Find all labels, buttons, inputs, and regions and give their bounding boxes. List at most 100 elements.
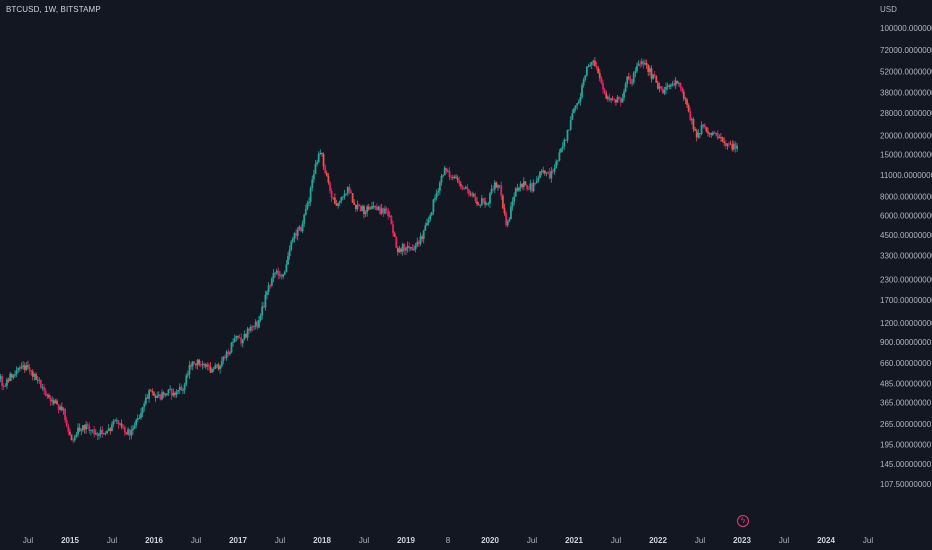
candle-body [623, 91, 625, 98]
candle-body [406, 246, 409, 249]
candle-body [613, 99, 616, 101]
candle-body [204, 364, 207, 367]
candle-body [636, 65, 638, 72]
candle-body [358, 204, 360, 207]
candle-body [115, 420, 118, 422]
candle-body [658, 86, 661, 89]
x-tick-label: 2016 [145, 536, 163, 545]
candle-body [23, 365, 26, 370]
candle-body [455, 176, 457, 178]
candle-body [99, 429, 102, 435]
candle-body [114, 420, 117, 422]
candle-body [149, 390, 152, 392]
candle-body [687, 104, 690, 112]
candle-body [132, 428, 134, 431]
candle-body [429, 215, 432, 220]
y-tick-label: 3300.00000000 [880, 252, 932, 261]
candle-body [345, 193, 348, 195]
candle-body [1, 376, 3, 387]
candle-body [337, 203, 339, 206]
candle-body [272, 273, 275, 279]
candle-body [120, 423, 123, 428]
candle-body [573, 108, 575, 114]
candle-body [83, 425, 86, 430]
candle-body [621, 97, 624, 103]
candle-body [127, 429, 129, 435]
candle-body [56, 400, 58, 405]
candle-body [459, 183, 462, 186]
candle-body [178, 386, 181, 391]
candle-body [248, 328, 251, 331]
candle-body [619, 98, 622, 103]
candle-body [199, 364, 202, 366]
x-tick-label: 2015 [61, 536, 79, 545]
candle-body [673, 83, 675, 86]
candle-body [207, 364, 210, 367]
candle-body [718, 137, 721, 139]
candle-body [447, 171, 449, 172]
candle-body [300, 226, 302, 232]
candle-body [93, 429, 96, 435]
candle-body [374, 206, 377, 208]
candle-body [561, 146, 564, 149]
candle-body [31, 371, 34, 377]
candle-body [104, 432, 107, 434]
candle-body [222, 356, 225, 361]
candle-body [724, 143, 727, 147]
candle-body [73, 436, 76, 441]
candle-body [480, 198, 483, 206]
candle-body [227, 351, 230, 355]
candle-body [237, 335, 239, 338]
candle-body [232, 341, 234, 343]
candle-body [568, 129, 570, 131]
candle-body [466, 187, 469, 190]
candle-body [22, 365, 24, 367]
candle-body [458, 180, 461, 184]
candle-body [60, 406, 63, 411]
candle-body [298, 226, 301, 230]
candle-body [203, 364, 205, 365]
candle-body [128, 429, 131, 436]
candle-body [238, 337, 241, 338]
candle-body [511, 201, 514, 207]
candle-body [288, 249, 291, 257]
candle-body [479, 205, 482, 206]
candle-body [78, 427, 81, 431]
candle-body [490, 188, 493, 194]
candle-body [571, 113, 574, 120]
candle-body [537, 177, 540, 181]
candle-body [2, 386, 5, 387]
candle-body [356, 204, 359, 210]
candle-body [451, 177, 454, 179]
candle-body [240, 337, 243, 344]
candle-body [606, 96, 609, 99]
candle-body [535, 180, 538, 183]
candle-body [506, 221, 509, 226]
candle-body [343, 193, 346, 197]
candle-body [552, 170, 554, 172]
candle-body [96, 432, 99, 436]
candle-body [703, 124, 706, 128]
candle-body [503, 208, 506, 214]
candle-body [732, 143, 735, 150]
y-tick-label: 485.00000000 [880, 379, 932, 388]
candle-body [476, 201, 478, 205]
candle-body [346, 187, 349, 194]
candle-body [547, 172, 549, 174]
candle-body [230, 342, 233, 353]
candle-body [505, 213, 507, 226]
candle-body [225, 351, 228, 359]
lightning-icon[interactable]: ϟ [737, 515, 749, 527]
candle-body [41, 387, 44, 388]
candle-body [699, 133, 701, 134]
candle-body [540, 171, 543, 173]
candle-body [69, 431, 71, 435]
candle-body [400, 248, 402, 252]
candle-body [348, 187, 351, 192]
x-tick-label: Jul [107, 536, 117, 545]
candle-body [639, 63, 642, 65]
candle-body [448, 171, 451, 177]
candle-body [569, 119, 572, 130]
candle-body [695, 130, 698, 138]
